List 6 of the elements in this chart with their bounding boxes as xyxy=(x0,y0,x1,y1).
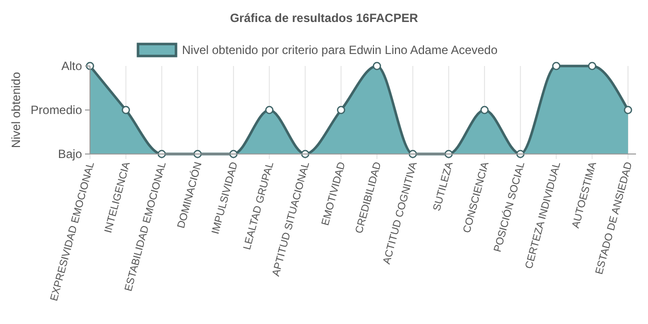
category-label: Promedio xyxy=(30,103,82,118)
legend-label: Nivel obtenido por criterio para Edwin Lino Adame Acevedo xyxy=(182,43,498,57)
category-label: Alto xyxy=(61,59,82,74)
y-axis-title: Nivel obtenido xyxy=(9,72,23,148)
category-label: Bajo xyxy=(58,147,82,162)
chart-title: Gráfica de resultados 16FACPER xyxy=(230,11,418,25)
